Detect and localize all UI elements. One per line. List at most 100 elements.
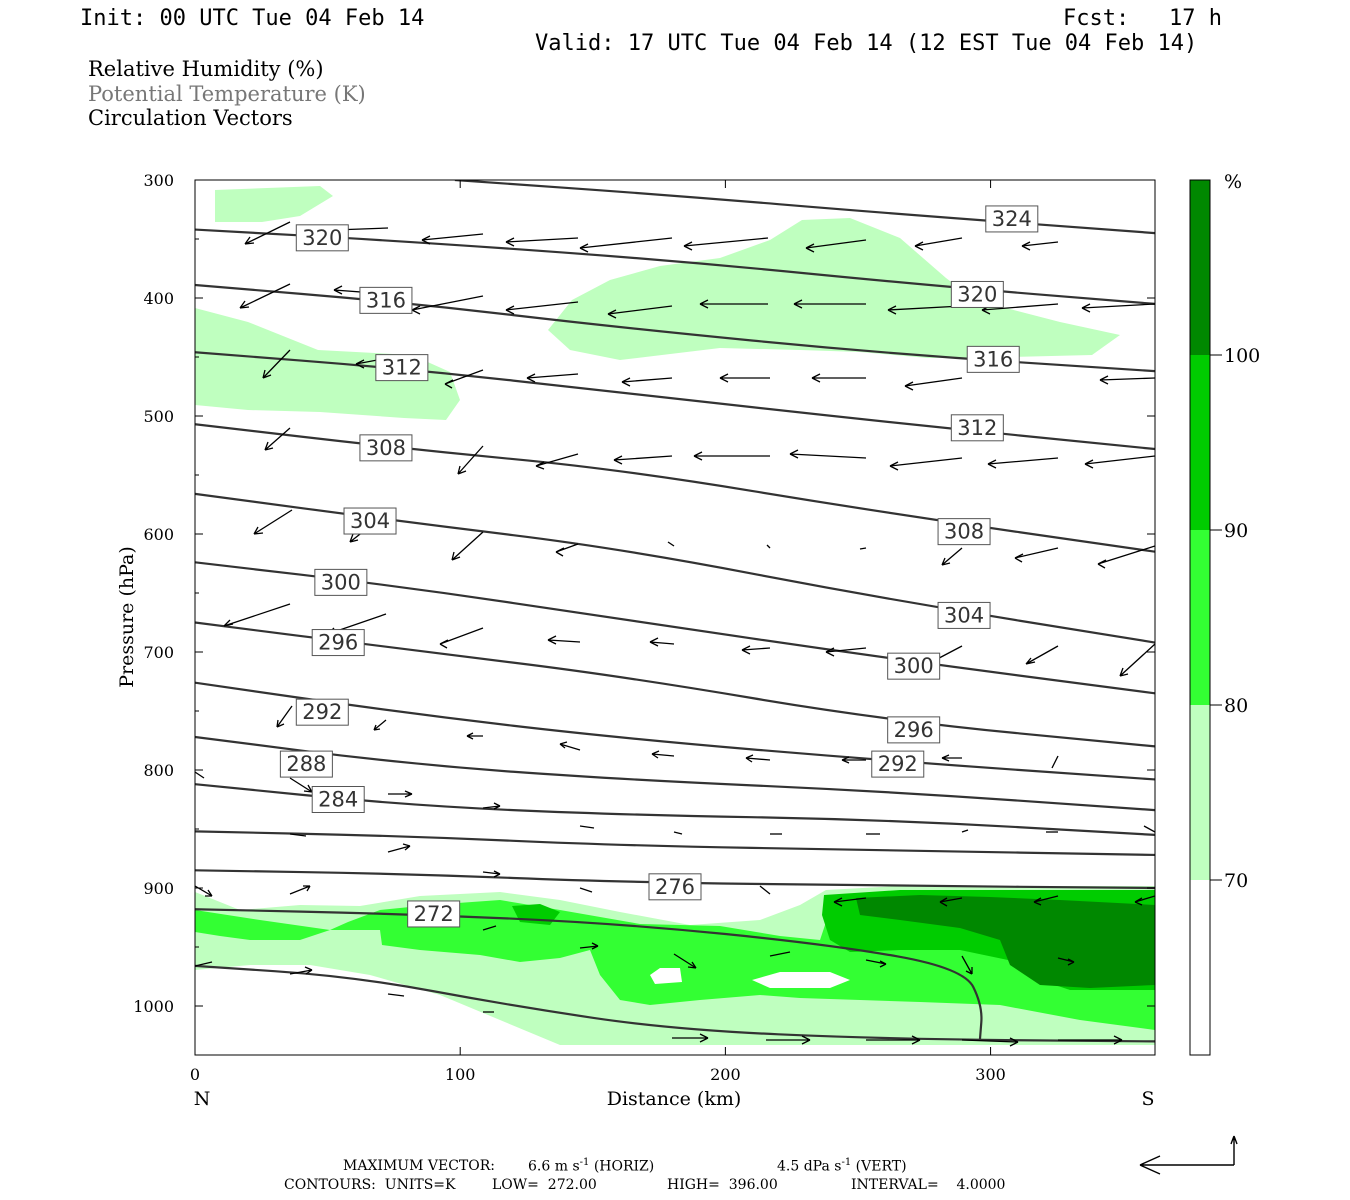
vector-arrow [1143,825,1155,833]
contour-label: 296 [318,631,358,655]
reference-vector [1139,1135,1238,1175]
vector-arrow [987,457,1059,469]
colorbar-level-label: 90 [1224,520,1248,542]
vector-arrow [651,750,675,759]
contour-label: 324 [992,207,1032,231]
contour-label-box [359,434,413,462]
vector-arrow [759,885,771,895]
vector-arrow [1025,645,1059,665]
vector-arrow [505,301,579,315]
contour-high: HIGH= 396.00 [667,1177,778,1193]
contour-interval: INTERVAL= 4.0000 [851,1177,1006,1193]
init-time: Init: 00 UTC Tue 04 Feb 14 [80,6,425,31]
theta-contour-316 [195,283,1155,373]
y-tick-label: 400 [143,289,174,308]
vector-arrow [683,237,769,251]
rh-100-region [856,895,1155,988]
vector-arrow [1058,1035,1123,1045]
rh-below-70-hole [650,968,682,984]
colorbar-frame [1189,179,1211,1056]
x-axis-label: Distance (km) [607,1088,742,1110]
vector-arrow [766,1035,811,1045]
y-tick-label: 500 [143,407,174,426]
max-horizontal-vector: 6.6 m s-1 (HORIZ) [528,1157,655,1175]
contour-label: 304 [944,603,984,627]
contour-label-box [279,750,333,778]
theta-contour-324 [454,180,1155,235]
vector-arrow [239,283,291,309]
colorbar-level-label: 70 [1224,870,1248,892]
relative-humidity-shading [195,186,1155,1045]
vector-arrow [289,777,313,793]
vector-arrow [1051,755,1059,769]
vector-arrow [719,373,770,383]
vector-arrow [195,771,205,779]
contour-label: 288 [286,752,326,776]
vector-arrow [289,885,311,895]
vector-arrow [466,732,483,740]
theta-contour-276 [195,869,1155,890]
contour-label-box [985,205,1039,233]
y-tick-label: 1000 [133,997,174,1016]
contour-label: 304 [350,509,390,533]
vector-arrow [559,741,581,751]
contour-label: 276 [655,875,695,899]
vector-arrow [841,756,866,764]
contour-label-box [966,345,1020,373]
vert-exponent: -1 [841,1157,852,1168]
vector-arrow [276,705,293,728]
y-tick-label: 700 [143,643,174,662]
contour-label: 284 [318,788,358,812]
vector-arrow [789,449,867,459]
vector-arrow [264,427,291,451]
legend-potential-temperature: Potential Temperature (K) [88,82,366,106]
contour-label-box [407,900,461,928]
vector-arrow [904,377,963,391]
vector-arrow [579,887,593,893]
vector-arrow [741,645,771,655]
colorbar-level-label: 100 [1224,345,1260,367]
contour-low: LOW= 272.00 [492,1177,597,1193]
vector-arrow [1021,241,1059,251]
theta-contour-308 [195,423,1155,553]
theta-contour-292 [195,681,1155,781]
south-endpoint-label: S [1141,1088,1154,1110]
colorbar-unit: % [1224,171,1242,193]
theta-contour-300 [195,561,1155,695]
contour-label-box [950,414,1004,442]
vector-arrow [621,377,673,387]
theta-contours [195,180,1155,1043]
x-tick-label: 0 [190,1065,200,1084]
vector-arrow [411,295,484,315]
theta-contour-268 [195,964,1155,1043]
distance-axis: 0 100 200 300 [190,180,1006,1084]
contour-label: 320 [302,226,342,250]
vector-arrow [866,1035,921,1045]
vector-arrow [387,993,405,997]
plot-frame [194,179,1156,1056]
vector-arrow [547,635,581,645]
vector-arrow [672,1033,709,1043]
y-tick-label: 600 [143,525,174,544]
theta-contour-296 [195,621,1155,748]
y-tick-label: 300 [143,171,174,190]
vector-arrow [535,453,579,470]
vector-arrow [1084,455,1155,469]
contour-label-box [648,873,702,901]
contour-label: 312 [957,416,997,440]
rh-colorbar: 70 80 90 100 [1189,179,1260,1056]
vector-arrow [451,531,484,561]
vector-arrow [939,897,963,907]
vector-arrow [387,843,411,853]
theta-contour-284 [195,783,1155,836]
y-tick-label: 800 [143,761,174,780]
forecast-hour: Fcst: 17 h [1063,6,1222,31]
contour-label: 316 [973,347,1013,371]
vector-arrow [1033,895,1059,906]
contour-label-box [887,716,941,744]
vector-arrow [1119,643,1155,677]
vector-arrow [482,802,501,810]
vector-arrow [579,825,595,829]
vector-arrow [1081,303,1155,313]
